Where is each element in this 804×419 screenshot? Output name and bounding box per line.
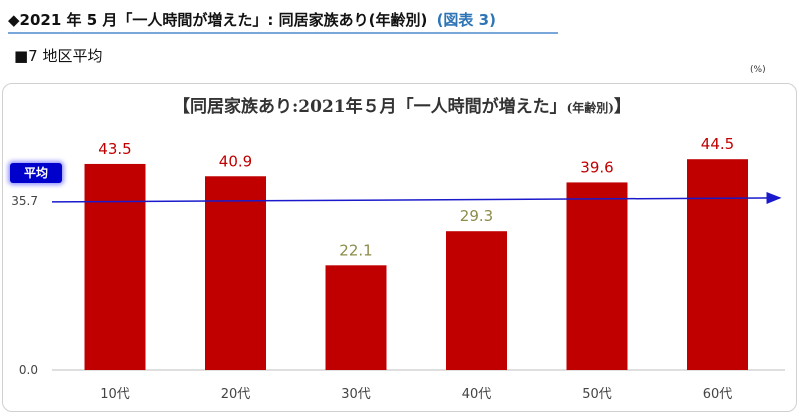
figure-reference: (図表 3) — [436, 11, 496, 29]
data-label: 43.5 — [98, 140, 131, 158]
data-label: 39.6 — [580, 158, 613, 176]
chart-title-end: 】 — [613, 97, 631, 117]
bar-10代 — [84, 163, 146, 370]
unit-label: (%) — [750, 65, 766, 75]
chart-title-suffix: (年齢別) — [566, 101, 614, 115]
bar-20代 — [205, 176, 266, 370]
data-label: 29.3 — [460, 207, 493, 225]
data-label: 44.5 — [701, 135, 734, 153]
bar-50代 — [566, 182, 628, 370]
x-tick-label: 50代 — [582, 387, 612, 402]
chart-title-main: 【同居家族あり:2021年５月「一人時間が増えた」 — [173, 97, 567, 117]
x-tick-label: 20代 — [221, 387, 251, 402]
chart-title: 【同居家族あり:2021年５月「一人時間が増えた」(年齢別)】 — [0, 92, 804, 117]
bar-60代 — [687, 159, 748, 370]
y-tick-label: 35.7 — [11, 194, 38, 208]
average-line — [51, 191, 782, 204]
average-badge: 平均 — [10, 163, 62, 183]
x-tick-label: 10代 — [100, 387, 130, 402]
x-tick-label: 30代 — [341, 387, 371, 402]
bar-40代 — [446, 231, 507, 370]
bar-30代 — [325, 265, 387, 370]
page-title: ◆2021 年 5 月「一人時間が増えた」: 同居家族あり(年齢別) — [8, 11, 428, 29]
data-label: 22.1 — [339, 241, 372, 259]
page-heading: ◆2021 年 5 月「一人時間が増えた」: 同居家族あり(年齢別) (図表 3… — [8, 8, 558, 34]
region-subheading: ■7 地区平均 — [14, 47, 103, 65]
x-tick-label: 40代 — [462, 387, 492, 402]
y-tick-label: 0.0 — [19, 363, 38, 377]
data-label: 40.9 — [219, 152, 252, 170]
x-tick-label: 60代 — [703, 387, 733, 402]
